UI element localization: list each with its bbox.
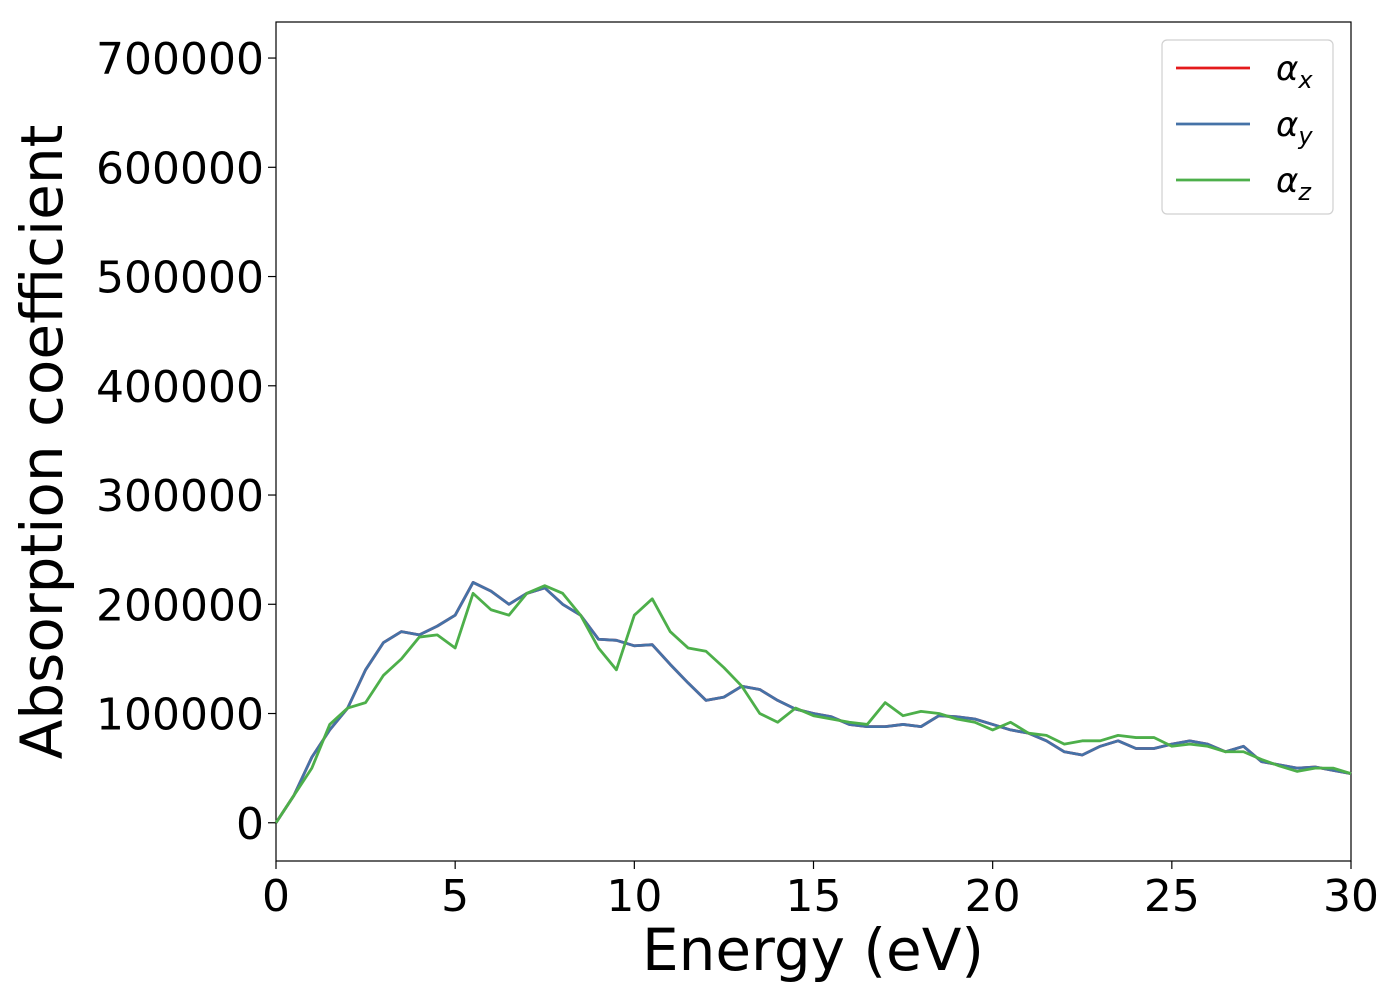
x-tick-label: 0 [262, 871, 290, 922]
x-tick-label: 15 [786, 871, 842, 922]
legend-label: αy [1276, 105, 1313, 150]
legend-label: αz [1276, 161, 1312, 206]
x-tick-label: 10 [606, 871, 662, 922]
legend-label: αx [1276, 49, 1313, 94]
y-axis-label: Absorption coefficient [8, 125, 76, 760]
series-line [274, 581, 1352, 824]
x-axis-label: Energy (eV) [642, 916, 984, 984]
y-tick-label: 700000 [96, 34, 264, 85]
y-tick-label: 400000 [96, 362, 264, 413]
x-tick-label: 25 [1144, 871, 1200, 922]
y-tick-label: 100000 [96, 690, 264, 741]
x-tick-label: 5 [441, 871, 469, 922]
x-tick-label: 30 [1323, 871, 1379, 922]
y-tick-label: 500000 [96, 253, 264, 304]
y-tick-label: 0 [236, 799, 264, 850]
x-tick-label: 20 [965, 871, 1021, 922]
y-tick-label: 300000 [96, 471, 264, 522]
series-line [274, 581, 1352, 824]
legend-box [1161, 39, 1334, 215]
y-tick-label: 200000 [96, 580, 264, 631]
y-tick-label: 600000 [96, 143, 264, 194]
series-line [274, 584, 1352, 824]
